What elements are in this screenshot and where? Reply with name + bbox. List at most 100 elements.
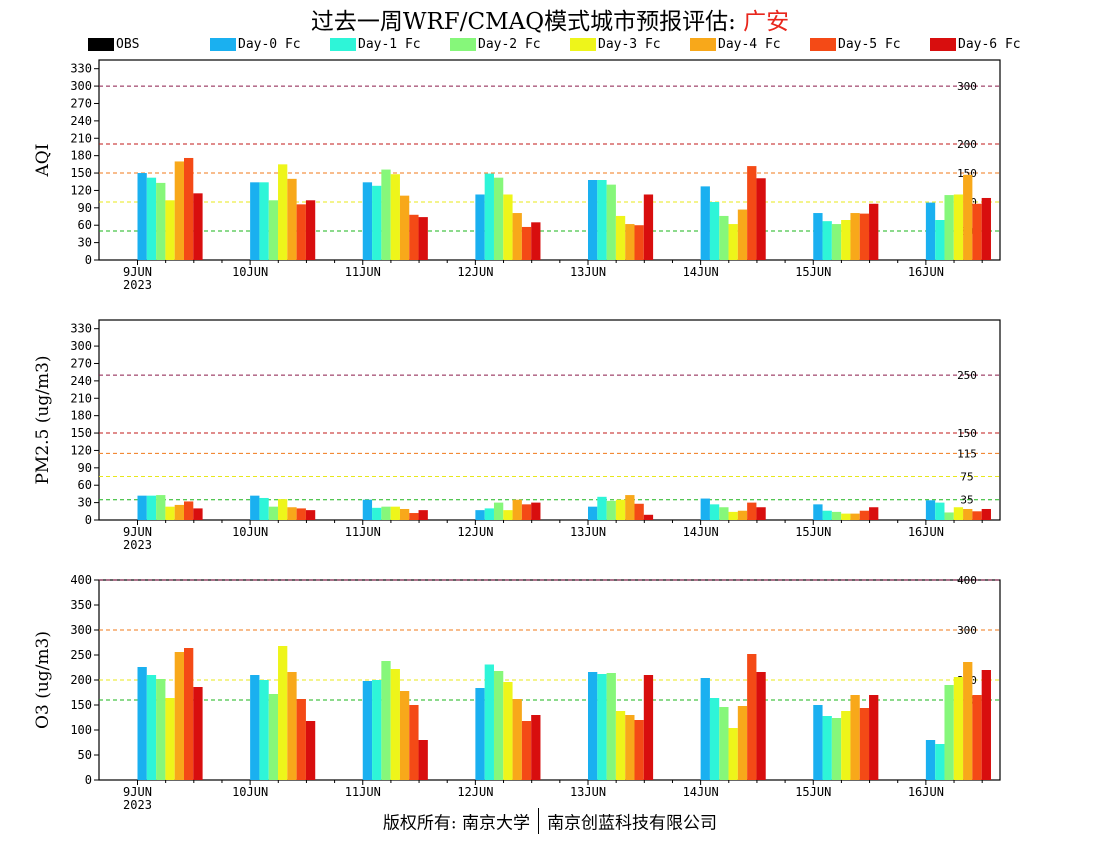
y-tick-label: 300 bbox=[70, 623, 92, 637]
y-tick-label: 90 bbox=[78, 461, 92, 475]
bar bbox=[615, 711, 626, 780]
bar bbox=[418, 217, 428, 260]
bar bbox=[756, 672, 766, 780]
y-tick-label: 30 bbox=[78, 496, 92, 510]
bar bbox=[296, 204, 306, 260]
x-tick-label: 11JUN bbox=[345, 265, 381, 279]
threshold-label: 115 bbox=[957, 447, 977, 460]
threshold-label: 200 bbox=[957, 138, 977, 151]
threshold-label: 400 bbox=[957, 574, 977, 587]
bar bbox=[174, 161, 184, 260]
bar bbox=[972, 695, 982, 780]
bar bbox=[972, 203, 982, 260]
bar bbox=[841, 711, 851, 780]
y-axis-label: O3 (ug/m3) bbox=[33, 631, 53, 729]
bar bbox=[174, 652, 184, 780]
y-tick-label: 350 bbox=[70, 598, 92, 612]
y-axis-label: AQI bbox=[33, 144, 53, 178]
bar bbox=[521, 226, 532, 260]
footer-separator bbox=[538, 808, 540, 834]
y-tick-label: 250 bbox=[70, 648, 92, 662]
bar bbox=[709, 698, 720, 780]
bar bbox=[747, 654, 757, 780]
bar bbox=[165, 698, 175, 780]
y-tick-label: 270 bbox=[70, 356, 92, 370]
legend-item: Day-5 Fc bbox=[810, 34, 901, 52]
y-tick-label: 300 bbox=[70, 79, 92, 93]
bar bbox=[615, 215, 626, 260]
legend-swatch bbox=[930, 38, 956, 51]
threshold-label: 300 bbox=[957, 80, 977, 93]
x-tick-label: 12JUN bbox=[457, 525, 493, 539]
bar bbox=[174, 504, 184, 520]
legend-swatch bbox=[210, 38, 236, 51]
x-tick-label: 16JUN bbox=[908, 525, 944, 539]
legend-item: Day-1 Fc bbox=[330, 34, 421, 52]
bar bbox=[184, 501, 194, 520]
bar bbox=[588, 672, 598, 780]
plot-frame bbox=[98, 59, 1001, 261]
bar bbox=[625, 495, 635, 520]
bar bbox=[268, 200, 279, 260]
y-tick-label: 90 bbox=[78, 201, 92, 215]
bar bbox=[305, 200, 316, 260]
bar bbox=[747, 166, 757, 260]
bar bbox=[381, 506, 391, 520]
bar bbox=[184, 157, 194, 260]
footer-copyright: 版权所有: 南京大学 bbox=[382, 813, 531, 834]
bar bbox=[634, 225, 644, 260]
bar bbox=[531, 715, 541, 780]
bar bbox=[728, 728, 738, 780]
bar bbox=[193, 687, 203, 780]
y-tick-label: 60 bbox=[78, 218, 92, 232]
bar bbox=[493, 502, 504, 520]
bar bbox=[381, 169, 391, 260]
y-tick-label: 330 bbox=[70, 322, 92, 336]
bar bbox=[193, 193, 203, 260]
x-tick-label: 13JUN bbox=[570, 785, 606, 799]
x-tick-label: 15JUN bbox=[795, 785, 831, 799]
x-year-label: 2023 bbox=[123, 798, 152, 812]
bar bbox=[137, 173, 147, 260]
x-tick-label: 13JUN bbox=[570, 525, 606, 539]
y-tick-label: 0 bbox=[85, 513, 92, 527]
bar bbox=[588, 506, 598, 520]
y-tick-label: 0 bbox=[85, 253, 92, 267]
bar bbox=[137, 495, 147, 520]
bar bbox=[953, 677, 964, 780]
bar bbox=[625, 715, 635, 780]
legend-label: Day-4 Fc bbox=[718, 37, 781, 52]
bar bbox=[521, 504, 532, 520]
legend-swatch bbox=[88, 38, 114, 51]
bar bbox=[409, 214, 419, 260]
x-tick-label: 14JUN bbox=[683, 525, 719, 539]
bar bbox=[700, 186, 710, 260]
x-tick-label: 14JUN bbox=[683, 265, 719, 279]
chart-title-location: 广安 bbox=[743, 9, 790, 35]
bar bbox=[615, 499, 626, 520]
threshold-label: 150 bbox=[957, 427, 977, 440]
bar bbox=[259, 680, 269, 780]
bar bbox=[700, 678, 710, 780]
bar bbox=[531, 502, 541, 520]
bar bbox=[409, 705, 419, 780]
bar bbox=[737, 209, 748, 260]
y-tick-label: 200 bbox=[70, 673, 92, 687]
bar bbox=[399, 691, 410, 780]
x-tick-label: 10JUN bbox=[232, 265, 268, 279]
bar bbox=[944, 685, 954, 780]
bar bbox=[156, 495, 166, 520]
y-tick-label: 150 bbox=[70, 426, 92, 440]
bar bbox=[512, 213, 522, 260]
bar bbox=[484, 664, 494, 780]
legend-label: Day-5 Fc bbox=[838, 37, 901, 52]
bar bbox=[146, 177, 157, 260]
x-tick-label: 16JUN bbox=[908, 785, 944, 799]
legend-label: Day-2 Fc bbox=[478, 37, 541, 52]
bar bbox=[859, 510, 870, 520]
bar bbox=[305, 510, 316, 520]
chart-title: 过去一周WRF/CMAQ模式城市预报评估: 广安 bbox=[0, 2, 1100, 36]
bar bbox=[719, 507, 729, 520]
legend-item: Day-2 Fc bbox=[450, 34, 541, 52]
bar bbox=[475, 194, 485, 260]
